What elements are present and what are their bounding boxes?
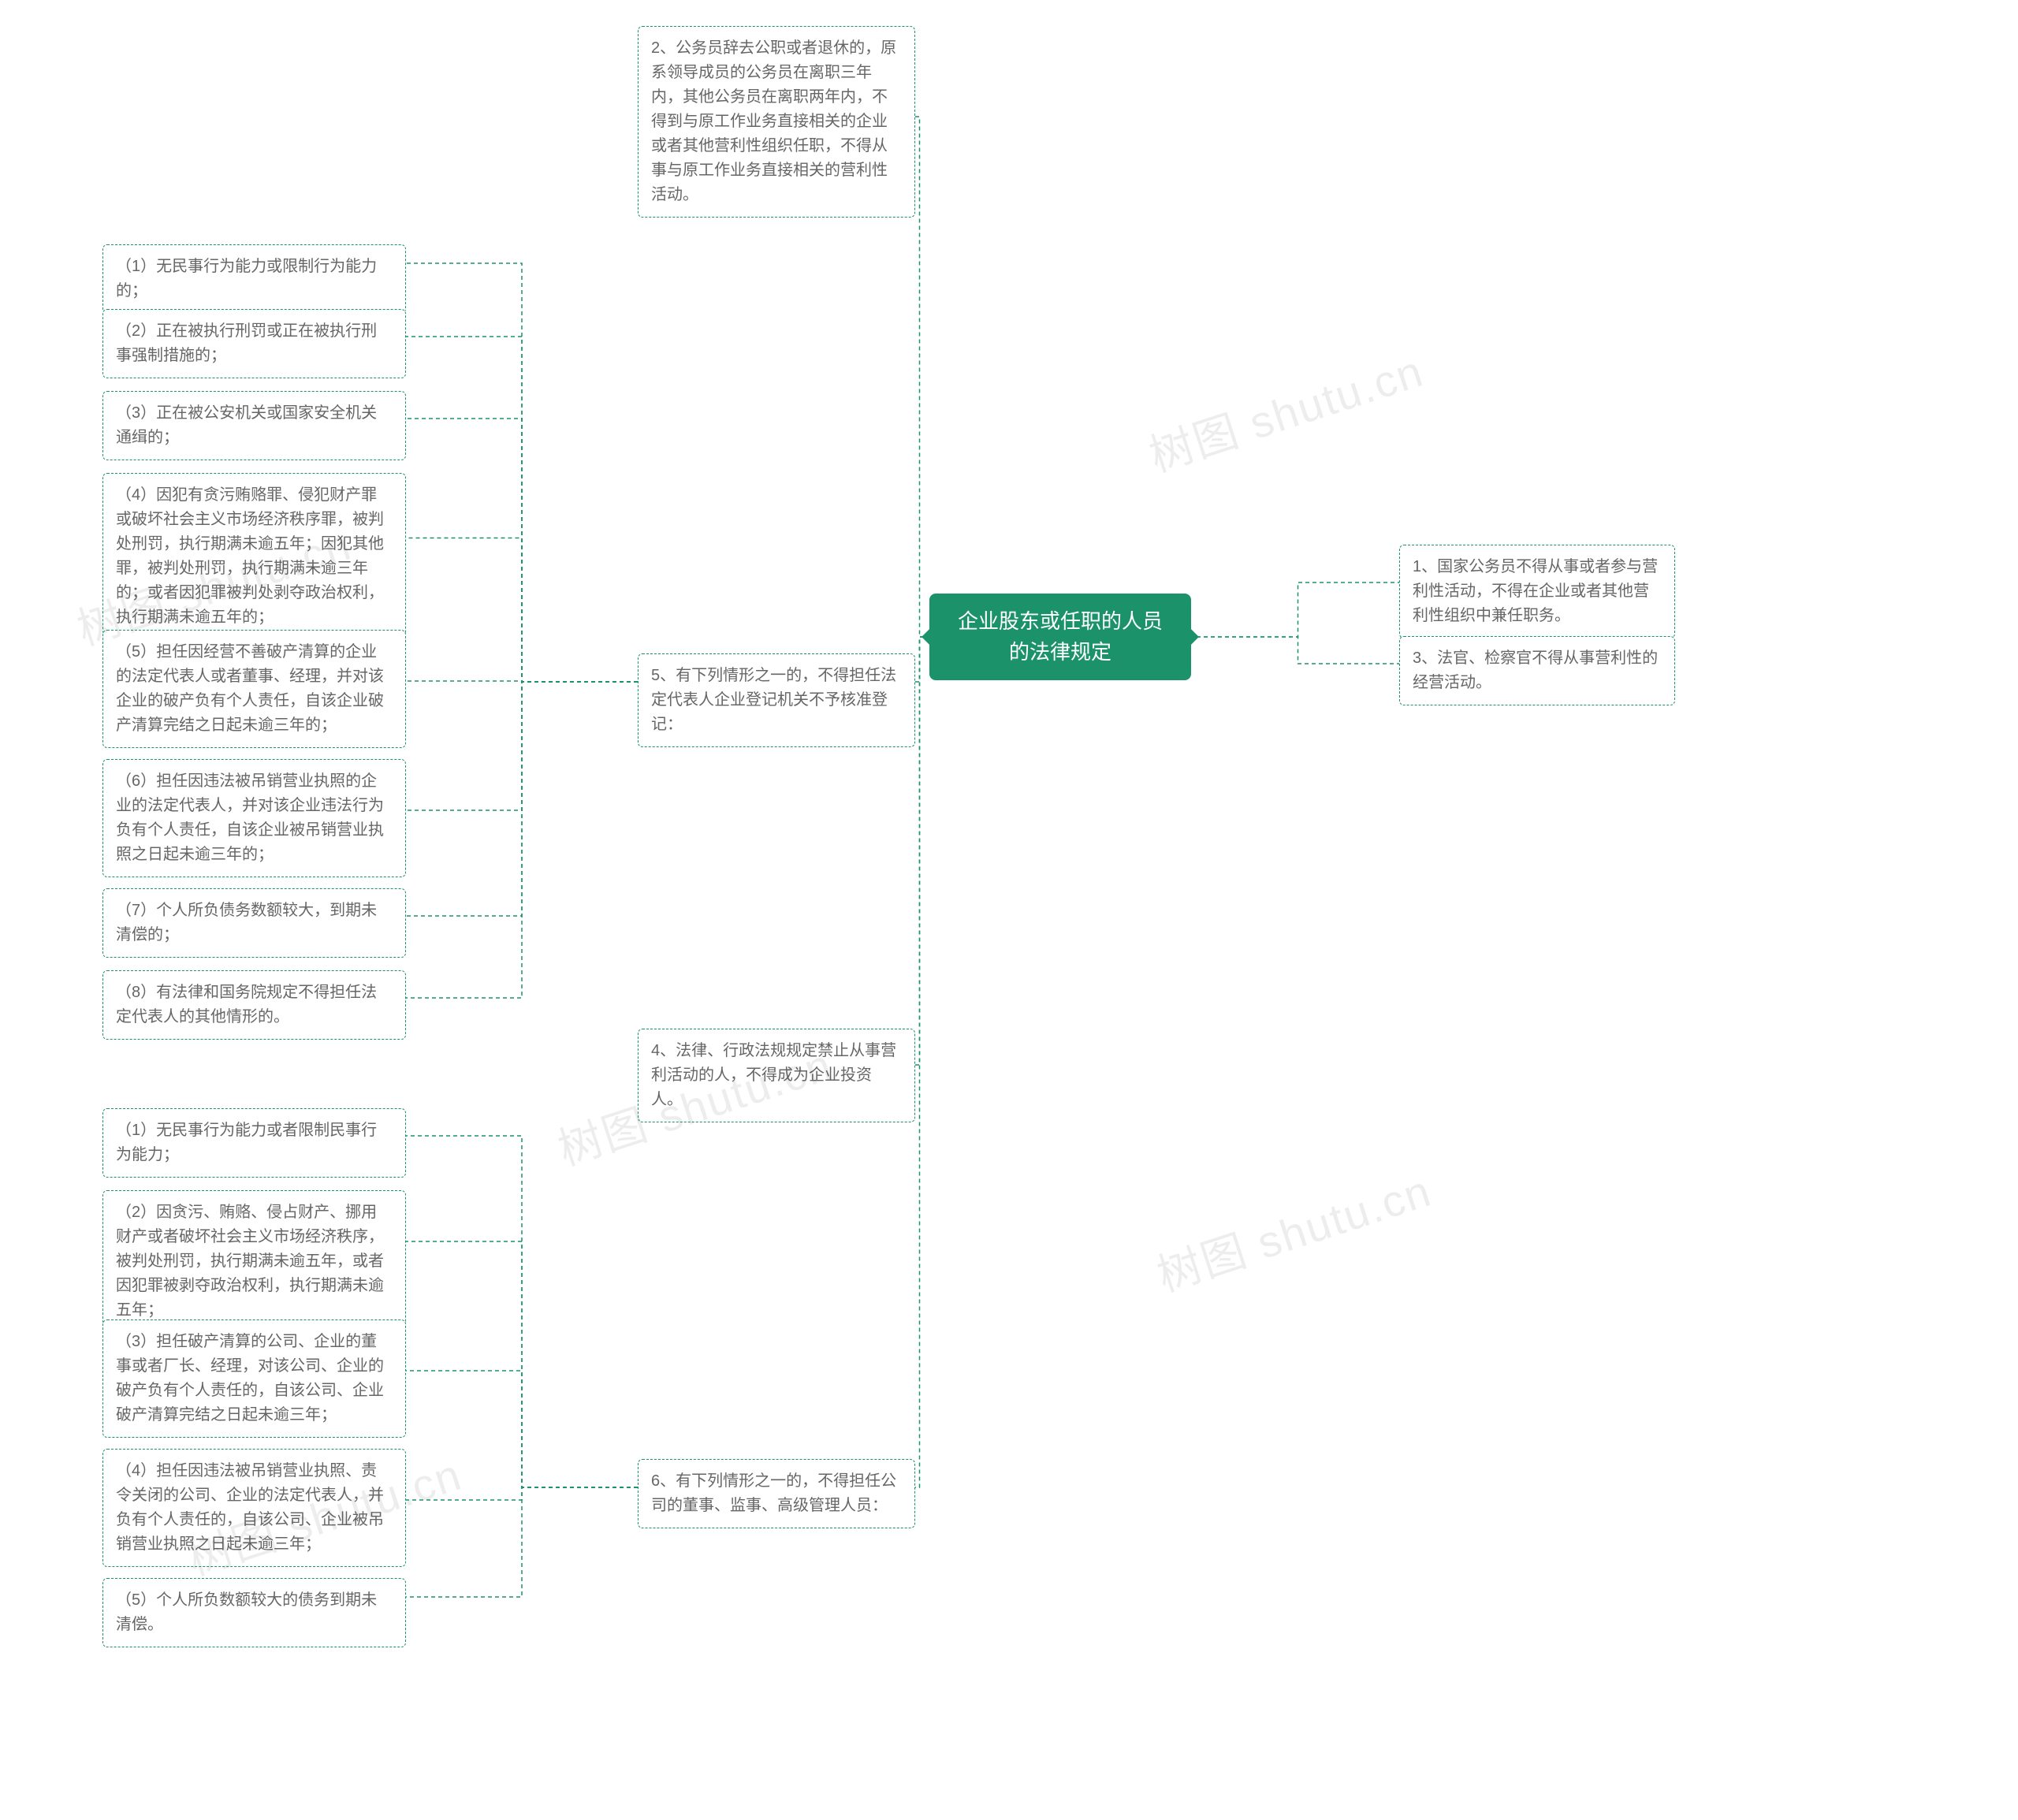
l5-child-5: （6）担任因违法被吊销营业执照的企业的法定代表人，并对该企业违法行为负有个人责任… — [102, 759, 406, 877]
l5-child-4: （5）担任因经营不善破产清算的企业的法定代表人或者董事、经理，并对该企业的破产负… — [102, 630, 406, 748]
l5-child-7: （8）有法律和国务院规定不得担任法定代表人的其他情形的。 — [102, 970, 406, 1040]
l5-child-1: （2）正在被执行刑罚或正在被执行刑事强制措施的； — [102, 309, 406, 378]
l6-child-4: （5）个人所负数额较大的债务到期未清偿。 — [102, 1578, 406, 1647]
l6-child-0: （1）无民事行为能力或者限制民事行为能力； — [102, 1108, 406, 1178]
watermark-2: 树图 shutu.cn — [1140, 336, 1431, 485]
l5-child-6: （7）个人所负债务数额较大，到期未清偿的； — [102, 888, 406, 958]
left-node-3: 6、有下列情形之一的，不得担任公司的董事、监事、高级管理人员： — [638, 1459, 915, 1528]
l6-child-1: （2）因贪污、贿赂、侵占财产、挪用财产或者破坏社会主义市场经济秩序，被判处刑罚，… — [102, 1190, 406, 1333]
left-node-0: 2、公务员辞去公职或者退休的，原系领导成员的公务员在离职三年内，其他公务员在离职… — [638, 26, 915, 218]
l5-child-2: （3）正在被公安机关或国家安全机关通缉的； — [102, 391, 406, 460]
left-node-2: 4、法律、行政法规规定禁止从事营利活动的人，不得成为企业投资人。 — [638, 1029, 915, 1122]
l5-child-0: （1）无民事行为能力或限制行为能力的； — [102, 244, 406, 314]
root-label: 企业股东或任职的人员的法律规定 — [951, 606, 1169, 668]
l6-child-3: （4）担任因违法被吊销营业执照、责令关闭的公司、企业的法定代表人，并负有个人责任… — [102, 1449, 406, 1567]
watermark-3: 树图 shutu.cn — [1148, 1156, 1439, 1305]
l5-child-3: （4）因犯有贪污贿赂罪、侵犯财产罪或破坏社会主义市场经济秩序罪，被判处刑罚，执行… — [102, 473, 406, 640]
right-node-1: 3、法官、检察官不得从事营利性的经营活动。 — [1399, 636, 1675, 705]
left-node-1: 5、有下列情形之一的，不得担任法定代表人企业登记机关不予核准登记： — [638, 653, 915, 747]
right-node-0: 1、国家公务员不得从事或者参与营利性活动，不得在企业或者其他营利性组织中兼任职务… — [1399, 545, 1675, 638]
l6-child-2: （3）担任破产清算的公司、企业的董事或者厂长、经理，对该公司、企业的破产负有个人… — [102, 1319, 406, 1438]
root-node: 企业股东或任职的人员的法律规定 — [929, 594, 1191, 680]
